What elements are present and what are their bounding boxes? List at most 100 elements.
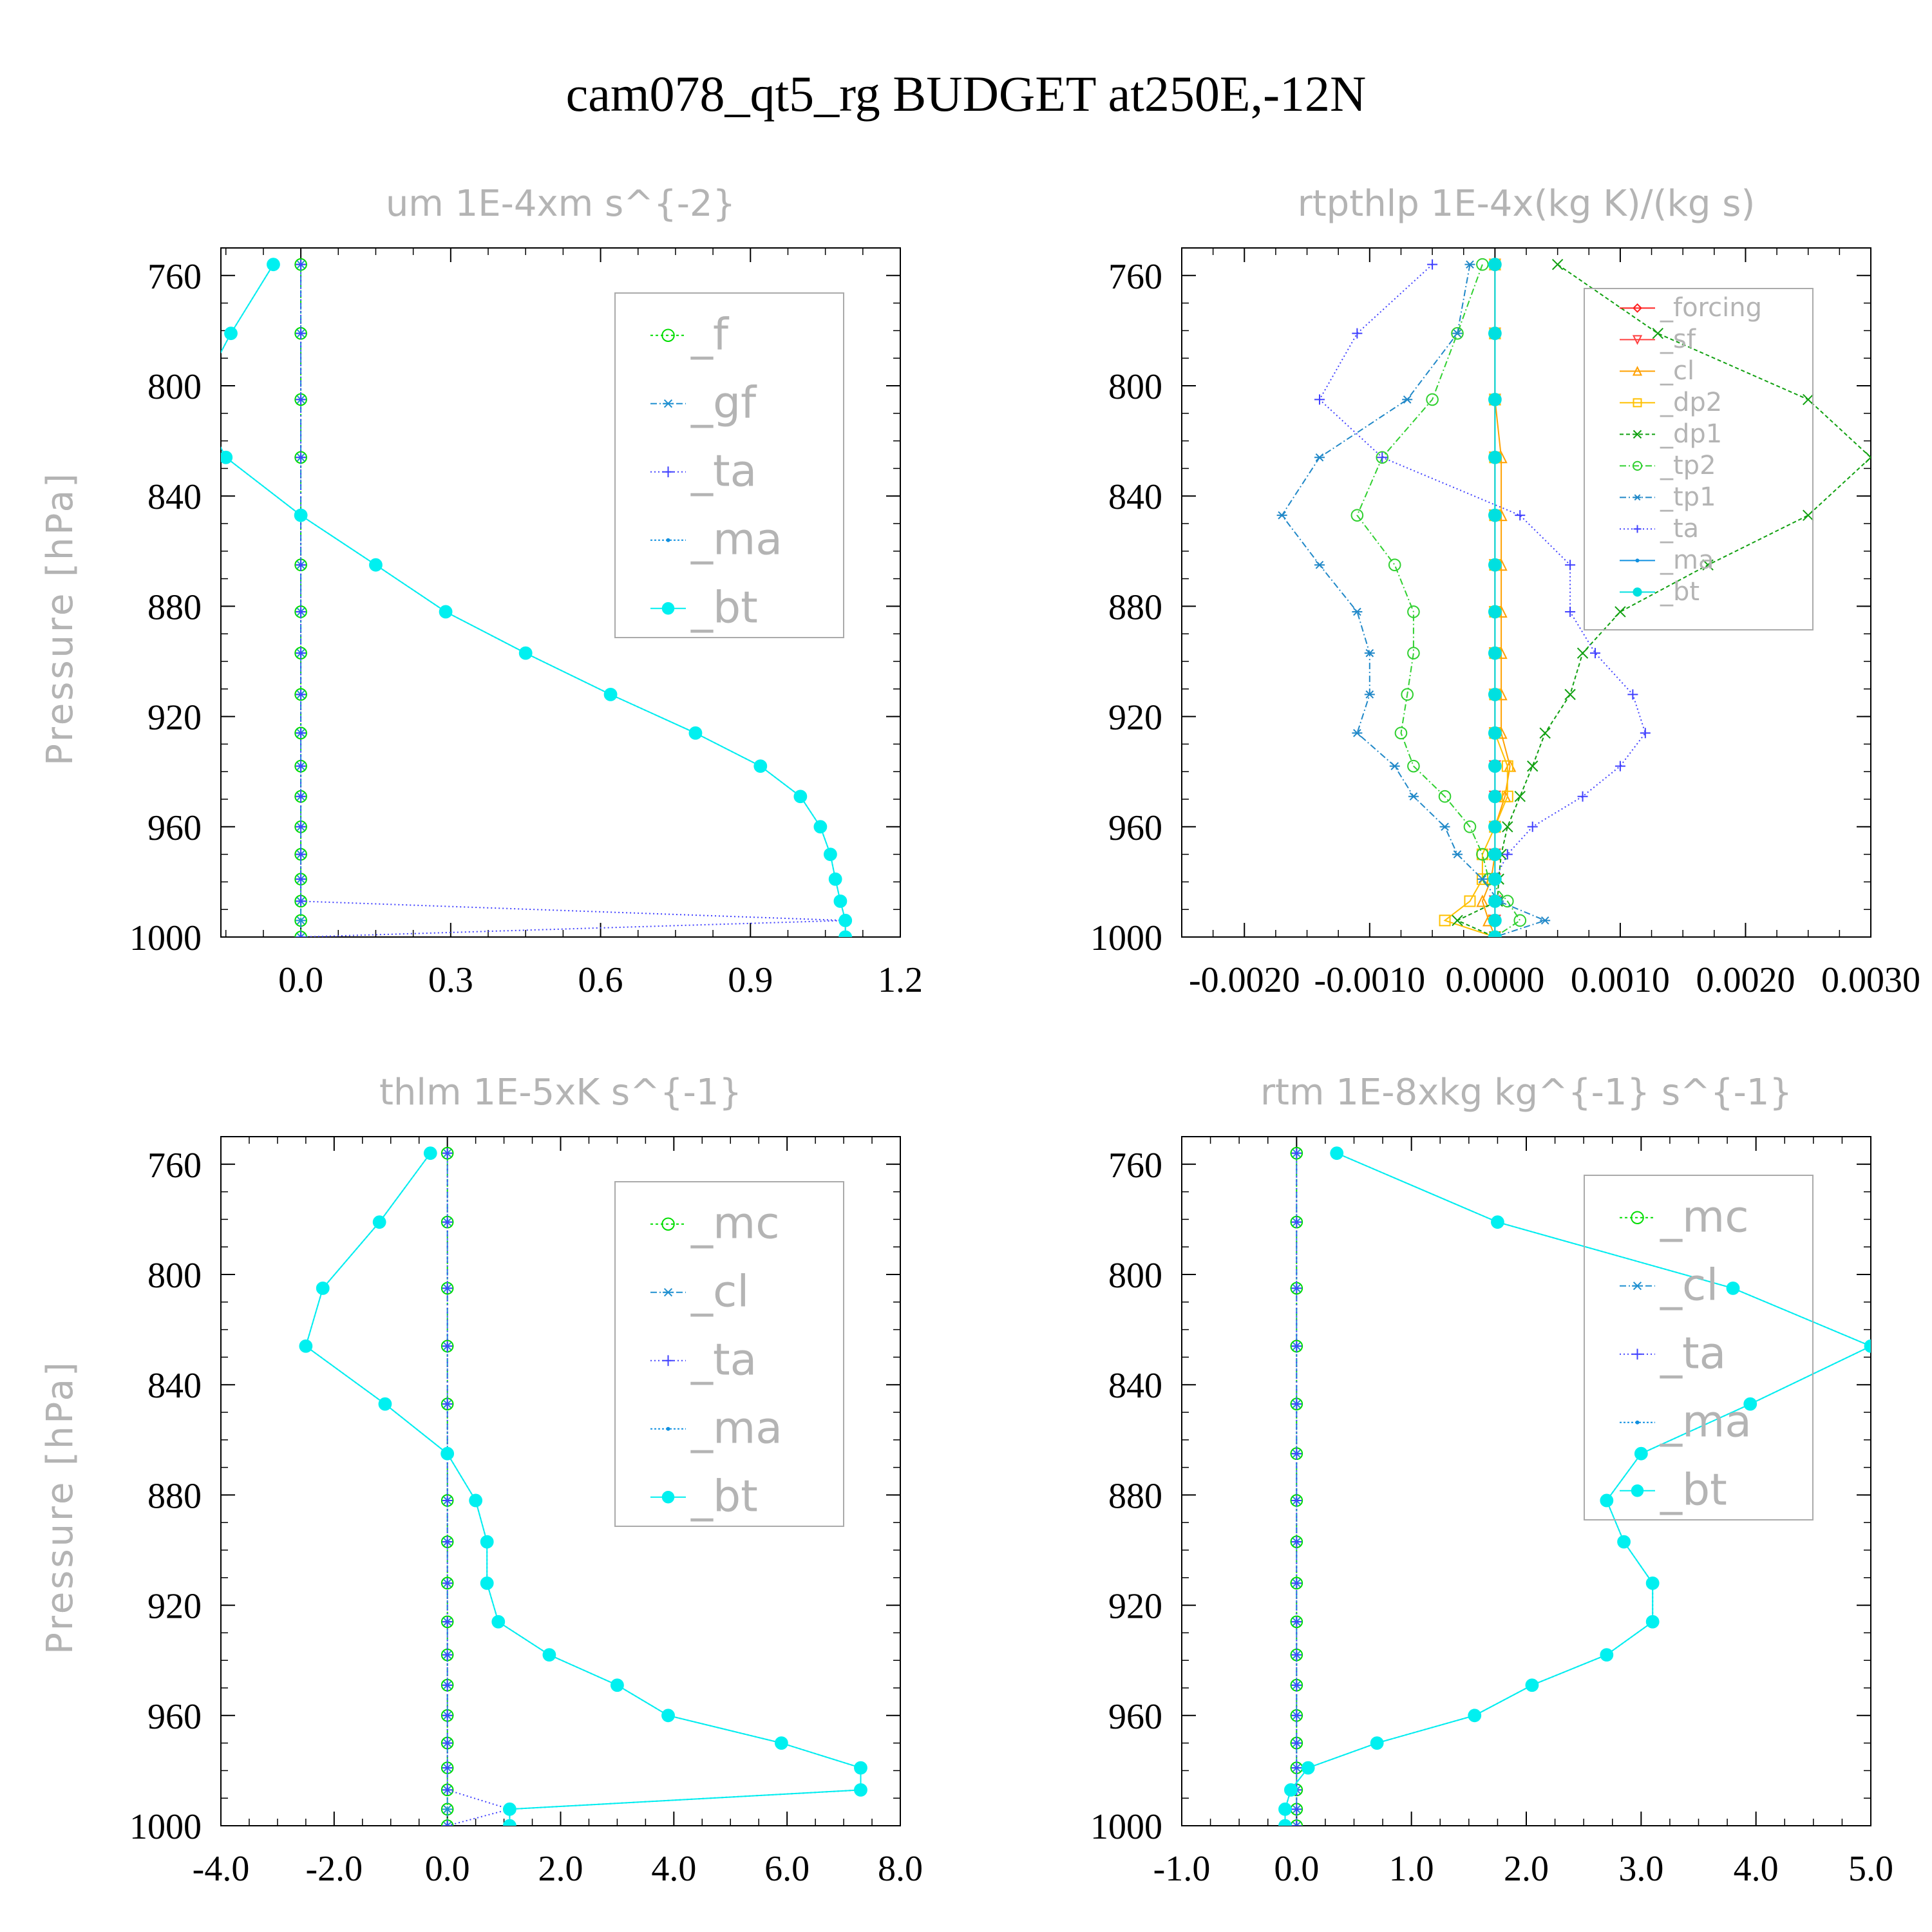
data-point bbox=[1451, 327, 1464, 340]
data-point bbox=[1488, 790, 1502, 804]
series-line-bt bbox=[305, 1153, 862, 1826]
x-tick-label: 0.0 bbox=[278, 960, 323, 1000]
x-tick-label: 0.6 bbox=[578, 960, 623, 1000]
data-point bbox=[1488, 913, 1502, 927]
legend-label: _cl bbox=[1660, 356, 1694, 386]
data-point bbox=[1291, 1148, 1302, 1159]
data-point bbox=[1488, 393, 1502, 406]
data-point bbox=[1488, 508, 1502, 522]
y-tick-label: 800 bbox=[1108, 367, 1162, 407]
data-point bbox=[1352, 728, 1363, 737]
data-point bbox=[296, 896, 307, 907]
data-point bbox=[1502, 821, 1513, 833]
data-point bbox=[1291, 1821, 1302, 1826]
data-point bbox=[442, 1616, 453, 1627]
legend-label: _bt bbox=[1660, 1464, 1727, 1515]
data-point bbox=[296, 791, 307, 802]
data-point bbox=[1634, 1446, 1648, 1461]
data-point bbox=[854, 1783, 867, 1797]
x-tick-label: 4.0 bbox=[651, 1849, 696, 1889]
legend-marker bbox=[1635, 1420, 1640, 1425]
data-point bbox=[442, 1821, 453, 1826]
legend-box bbox=[1584, 288, 1814, 630]
x-tick-label: 8.0 bbox=[878, 1849, 923, 1889]
data-point bbox=[1527, 821, 1538, 832]
x-tick-label: -0.0010 bbox=[1314, 960, 1425, 1000]
data-point bbox=[1501, 760, 1513, 772]
legend-marker bbox=[1633, 430, 1642, 439]
data-point bbox=[1407, 759, 1420, 773]
data-point bbox=[442, 1217, 453, 1227]
y-tick-label: 840 bbox=[1108, 477, 1162, 517]
y-tick-label: 760 bbox=[147, 1146, 202, 1186]
legend-label: _mc bbox=[690, 1198, 780, 1249]
series-group bbox=[221, 258, 853, 937]
series-line-ma bbox=[305, 1153, 862, 1826]
legend-marker bbox=[1632, 366, 1643, 376]
x-tick-label: 2.0 bbox=[538, 1849, 583, 1889]
data-point bbox=[823, 848, 837, 861]
x-tick-label: 0.0020 bbox=[1696, 960, 1795, 1000]
data-point bbox=[1291, 1495, 1302, 1506]
legend-label: _ma bbox=[690, 1403, 782, 1454]
legend-box bbox=[1584, 1175, 1814, 1520]
data-point bbox=[296, 648, 307, 659]
y-axis-label: Pressure [hPa] bbox=[39, 471, 81, 766]
x-tick-label: 0.0030 bbox=[1821, 960, 1920, 1000]
x-tick-label: 0.0 bbox=[425, 1849, 470, 1889]
data-point bbox=[1291, 1578, 1302, 1589]
data-point bbox=[1278, 1802, 1292, 1816]
data-point bbox=[480, 1535, 494, 1549]
data-point bbox=[1350, 509, 1364, 522]
legend-box bbox=[614, 292, 844, 638]
data-point bbox=[296, 933, 307, 937]
data-point bbox=[1394, 726, 1408, 740]
data-point bbox=[296, 932, 307, 937]
data-point bbox=[442, 1805, 453, 1814]
data-point bbox=[1388, 558, 1401, 572]
data-point bbox=[1564, 688, 1576, 701]
series-line-tp1 bbox=[1281, 264, 1548, 937]
y-tick-label: 960 bbox=[147, 1697, 202, 1737]
plot-frame bbox=[220, 247, 901, 938]
data-point bbox=[1617, 1535, 1631, 1549]
data-point bbox=[296, 821, 307, 832]
y-tick-label: 960 bbox=[1108, 808, 1162, 848]
data-point bbox=[296, 606, 307, 617]
data-point bbox=[296, 849, 307, 860]
data-point bbox=[1291, 1448, 1302, 1459]
data-point bbox=[1314, 560, 1325, 569]
data-point bbox=[1291, 1710, 1302, 1721]
data-point bbox=[1488, 558, 1502, 572]
data-point bbox=[1488, 605, 1502, 619]
y-tick-label: 760 bbox=[1108, 257, 1162, 297]
y-tick-label: 920 bbox=[1108, 1587, 1162, 1627]
legend-label: _ta bbox=[1660, 514, 1699, 544]
data-point bbox=[1488, 759, 1502, 773]
data-point bbox=[267, 258, 280, 272]
data-point bbox=[1627, 689, 1638, 700]
data-point bbox=[838, 913, 853, 927]
legend-marker bbox=[661, 1490, 675, 1504]
legend-marker bbox=[1633, 494, 1642, 501]
data-point bbox=[1291, 1283, 1302, 1294]
data-point bbox=[1468, 1709, 1482, 1723]
legend-label: _bt bbox=[1660, 577, 1700, 607]
data-point bbox=[1291, 1680, 1302, 1690]
panel-title: rtpthlp 1E-4x(kg K)/(kg s) bbox=[1298, 183, 1756, 225]
data-point bbox=[442, 1495, 453, 1506]
data-point bbox=[1476, 895, 1489, 907]
data-point bbox=[442, 1763, 453, 1774]
data-point bbox=[1527, 760, 1539, 772]
data-point bbox=[1615, 606, 1626, 618]
data-point bbox=[1452, 329, 1463, 337]
y-tick-label: 800 bbox=[1108, 1256, 1162, 1296]
legend-label: _tp2 bbox=[1660, 451, 1716, 480]
legend-label: _tp1 bbox=[1660, 482, 1716, 512]
data-point bbox=[440, 1446, 455, 1461]
data-point bbox=[1389, 762, 1400, 770]
data-point bbox=[1514, 791, 1526, 802]
series-group bbox=[1276, 258, 1871, 937]
data-point bbox=[1726, 1282, 1740, 1295]
